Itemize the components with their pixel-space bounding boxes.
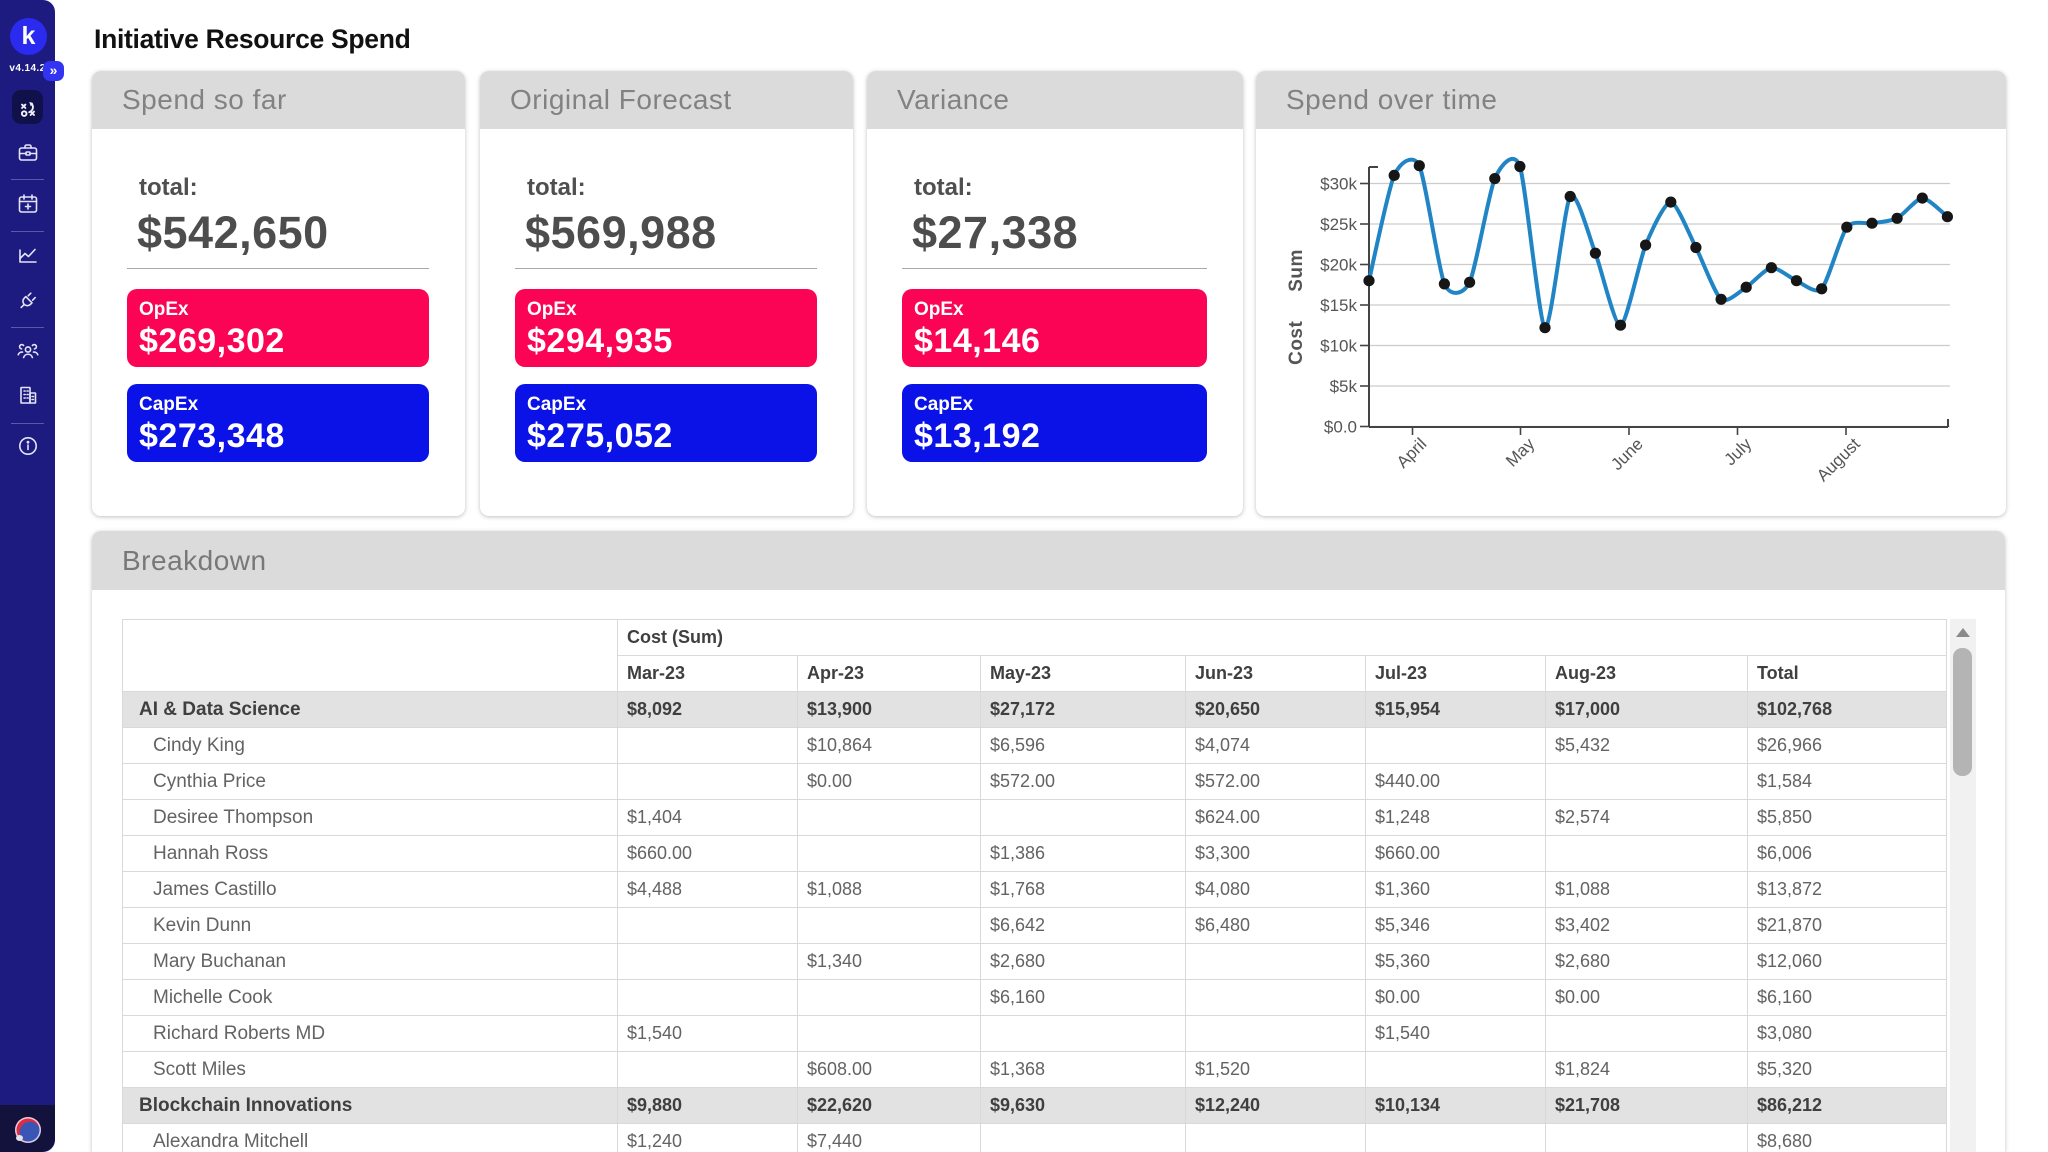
svg-text:August: August <box>1813 434 1864 485</box>
svg-text:$0.0: $0.0 <box>1324 418 1357 437</box>
svg-text:June: June <box>1607 434 1647 474</box>
svg-text:$10k: $10k <box>1320 337 1357 356</box>
svg-text:$25k: $25k <box>1320 215 1357 234</box>
svg-text:July: July <box>1721 434 1756 469</box>
svg-text:$30k: $30k <box>1320 175 1357 194</box>
svg-text:$5k: $5k <box>1330 377 1358 396</box>
svg-text:May: May <box>1502 434 1538 470</box>
svg-text:April: April <box>1393 434 1430 471</box>
svg-text:$20k: $20k <box>1320 256 1357 275</box>
svg-text:$15k: $15k <box>1320 296 1357 315</box>
svg-text:Cost Sum: Cost Sum <box>1286 249 1307 365</box>
